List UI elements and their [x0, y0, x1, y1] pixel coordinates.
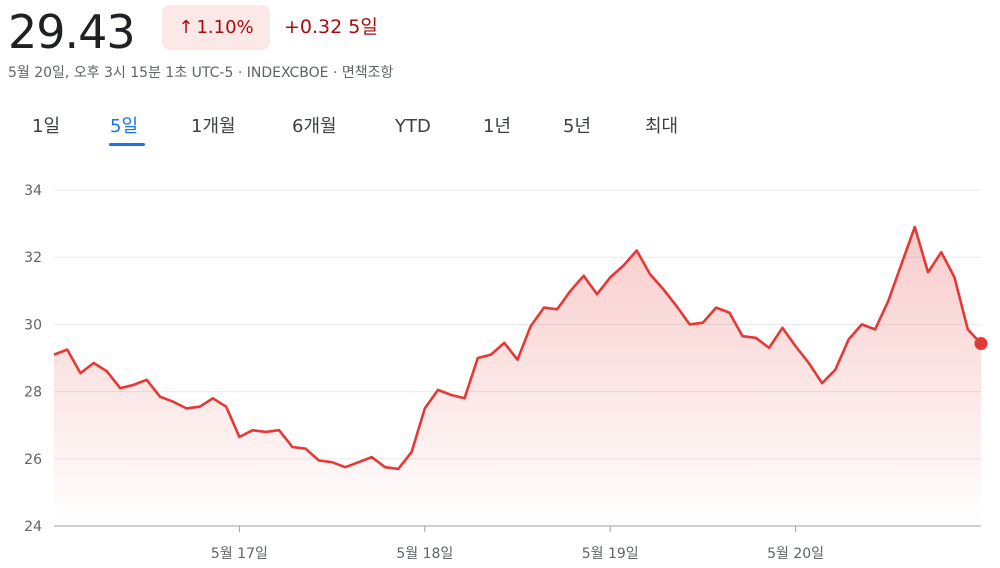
change-period: 5일	[348, 16, 378, 38]
arrow-up-icon: ↑	[178, 17, 194, 38]
tab-1d[interactable]: 1일	[32, 116, 61, 137]
x-tick-label: 5월 17일	[211, 546, 268, 562]
y-tick-label: 34	[24, 183, 42, 199]
quote-timestamp: 5월 20일, 오후 3시 15분 1초 UTC-5 · INDEXCBOE ·…	[8, 65, 394, 81]
absolute-change-value: +0.32	[284, 16, 343, 38]
tab-max[interactable]: 최대	[645, 116, 679, 137]
active-tab-indicator	[109, 143, 145, 146]
x-tick-label: 5월 18일	[396, 546, 453, 562]
tab-5y[interactable]: 5년	[563, 116, 592, 137]
price-line	[53, 225, 982, 471]
y-axis-labels: 24 26 28 30 32 34	[24, 183, 42, 535]
percent-change-value: 1.10%	[196, 17, 254, 38]
tab-ytd[interactable]: YTD	[395, 116, 431, 137]
last-price-dot	[974, 337, 988, 351]
x-tick-label: 5월 20일	[767, 546, 824, 562]
tab-1y[interactable]: 1년	[483, 116, 512, 137]
tab-5d[interactable]: 5일	[110, 116, 139, 137]
price-chart[interactable]: 24 26 28 30 32 34 5월 17일 5월 18일 5월 19일 5월 20일	[0, 170, 1000, 568]
x-tick-label: 5월 19일	[582, 546, 639, 562]
tab-6m[interactable]: 6개월	[292, 116, 337, 137]
y-tick-label: 30	[24, 317, 42, 333]
y-tick-label: 28	[24, 385, 42, 401]
tab-1m[interactable]: 1개월	[191, 116, 236, 137]
x-axis-labels: 5월 17일 5월 18일 5월 19일 5월 20일	[211, 526, 824, 562]
y-tick-label: 26	[24, 452, 42, 468]
percent-change-badge: ↑ 1.10%	[162, 5, 270, 50]
current-price: 29.43	[8, 5, 136, 59]
price-area-fill	[54, 227, 981, 526]
y-tick-label: 32	[24, 250, 42, 266]
absolute-change: +0.32 5일	[284, 14, 378, 40]
y-tick-label: 24	[24, 519, 42, 535]
